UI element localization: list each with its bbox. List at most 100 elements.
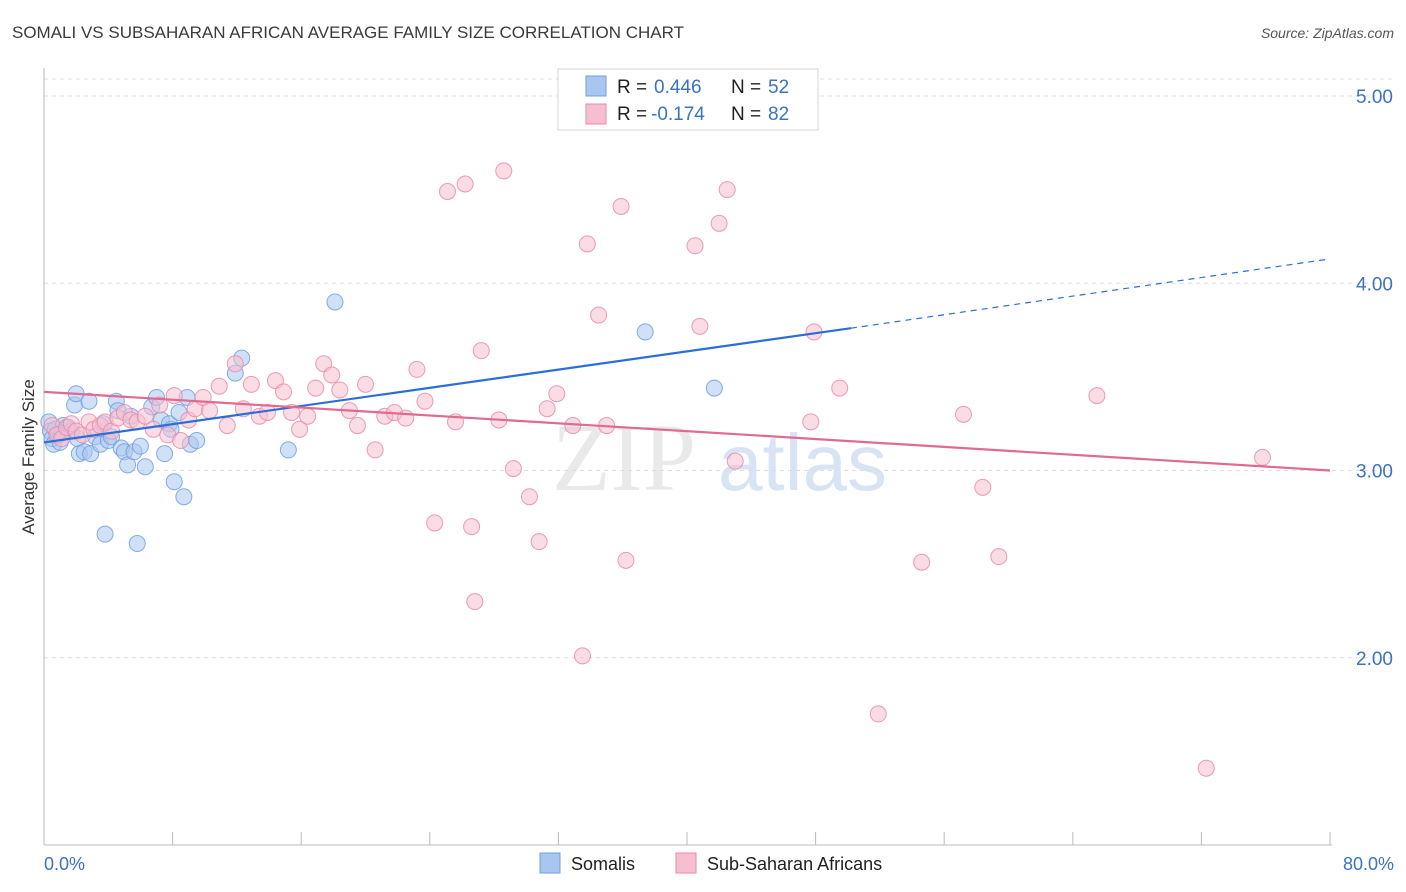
point-subsaharan xyxy=(172,432,190,450)
legend-swatch-somalis xyxy=(539,852,561,874)
point-somalis xyxy=(705,379,723,397)
point-subsaharan xyxy=(520,488,538,506)
stats-legend-swatch-somalis xyxy=(585,75,607,97)
point-subsaharan xyxy=(504,460,522,478)
point-subsaharan xyxy=(869,705,887,723)
y-tick-labels: 2.00 3.00 4.00 5.00 xyxy=(1356,87,1393,670)
point-subsaharan xyxy=(913,553,931,571)
point-subsaharan xyxy=(348,417,366,435)
point-subsaharan xyxy=(456,175,474,193)
stats-n-label-subsaharan: N = xyxy=(731,104,761,125)
point-somalis xyxy=(279,441,297,459)
point-subsaharan xyxy=(136,407,154,425)
y-tick-label: 3.00 xyxy=(1356,462,1393,483)
point-subsaharan xyxy=(397,409,415,427)
point-subsaharan xyxy=(802,413,820,431)
watermark: ZIP atlas xyxy=(552,404,887,511)
y-axis-label: Average Family Size xyxy=(19,379,38,535)
point-somalis xyxy=(80,392,98,410)
x-tick-label-min: 0.0% xyxy=(44,854,85,874)
point-subsaharan xyxy=(691,317,709,335)
point-subsaharan xyxy=(226,355,244,373)
stats-r-label-somalis: R = xyxy=(617,77,647,98)
point-subsaharan xyxy=(331,381,349,399)
point-subsaharan xyxy=(151,396,169,414)
watermark-atlas: atlas xyxy=(718,418,887,507)
point-subsaharan xyxy=(495,162,513,180)
point-subsaharan xyxy=(201,402,219,420)
point-subsaharan xyxy=(299,407,317,425)
point-subsaharan xyxy=(574,647,592,665)
point-subsaharan xyxy=(366,441,384,459)
point-subsaharan xyxy=(307,379,325,397)
point-subsaharan xyxy=(210,377,228,395)
chart-title: SOMALI VS SUBSAHARAN AFRICAN AVERAGE FAM… xyxy=(12,23,684,42)
point-somalis xyxy=(175,488,193,506)
point-subsaharan xyxy=(831,379,849,397)
point-somalis xyxy=(131,437,149,455)
point-subsaharan xyxy=(357,375,374,393)
point-subsaharan xyxy=(954,405,972,423)
point-subsaharan xyxy=(612,197,630,215)
series-legend: Somalis Sub-Saharan Africans xyxy=(539,852,882,874)
trend-line-somalis-extension xyxy=(850,258,1331,329)
stats-n-value-subsaharan: 82 xyxy=(768,104,789,125)
point-subsaharan xyxy=(710,214,728,232)
stats-n-label-somalis: N = xyxy=(731,77,761,98)
x-tick-marks xyxy=(43,832,1331,845)
point-subsaharan xyxy=(275,383,293,401)
x-tick-label-max: 80.0% xyxy=(1343,854,1394,874)
point-subsaharan xyxy=(291,420,309,438)
stats-legend: R = 0.446 N = 52 R = -0.174 N = 82 xyxy=(557,68,819,131)
point-subsaharan xyxy=(426,514,444,532)
point-subsaharan xyxy=(548,385,566,403)
point-subsaharan xyxy=(590,306,608,324)
legend-label-subsaharan: Sub-Saharan Africans xyxy=(707,854,882,874)
point-subsaharan xyxy=(218,417,236,435)
point-somalis xyxy=(128,535,146,553)
trend-line-somalis xyxy=(43,327,852,444)
y-tick-label: 5.00 xyxy=(1356,87,1393,108)
point-somalis xyxy=(165,473,183,491)
stats-n-value-somalis: 52 xyxy=(768,77,789,98)
point-subsaharan xyxy=(974,478,992,496)
legend-swatch-subsaharan xyxy=(675,852,697,874)
point-somalis xyxy=(96,525,114,543)
point-subsaharan xyxy=(538,400,556,418)
trend-lines xyxy=(43,258,1331,472)
point-subsaharan xyxy=(1088,387,1106,405)
point-subsaharan xyxy=(718,181,736,199)
point-subsaharan xyxy=(1253,448,1271,466)
point-somalis xyxy=(636,323,654,341)
point-subsaharan xyxy=(578,235,596,253)
point-subsaharan xyxy=(686,237,704,255)
point-subsaharan xyxy=(438,182,456,200)
stats-r-label-subsaharan: R = xyxy=(617,104,647,125)
point-somalis xyxy=(326,293,344,311)
y-tick-label: 4.00 xyxy=(1356,274,1393,295)
point-subsaharan xyxy=(323,366,341,384)
point-subsaharan xyxy=(530,533,548,551)
point-somalis xyxy=(188,432,206,450)
point-subsaharan xyxy=(242,375,260,393)
point-subsaharan xyxy=(416,392,434,410)
stats-r-value-subsaharan: -0.174 xyxy=(651,104,705,125)
trend-line-subsaharan xyxy=(43,390,1331,472)
stats-r-value-somalis: 0.446 xyxy=(654,77,702,98)
point-subsaharan xyxy=(408,360,426,378)
point-subsaharan xyxy=(617,551,635,569)
point-somalis xyxy=(136,458,154,476)
point-subsaharan xyxy=(1197,759,1215,777)
point-subsaharan xyxy=(463,518,481,536)
stats-legend-swatch-subsaharan xyxy=(585,103,607,125)
y-tick-label: 2.00 xyxy=(1356,649,1393,670)
point-subsaharan xyxy=(144,420,162,438)
legend-label-somalis: Somalis xyxy=(571,854,635,874)
point-subsaharan xyxy=(472,342,490,360)
chart-source: Source: ZipAtlas.com xyxy=(1261,25,1394,41)
point-somalis xyxy=(156,445,174,463)
point-subsaharan xyxy=(726,452,744,470)
point-subsaharan xyxy=(990,548,1008,566)
gridlines xyxy=(44,78,1392,659)
